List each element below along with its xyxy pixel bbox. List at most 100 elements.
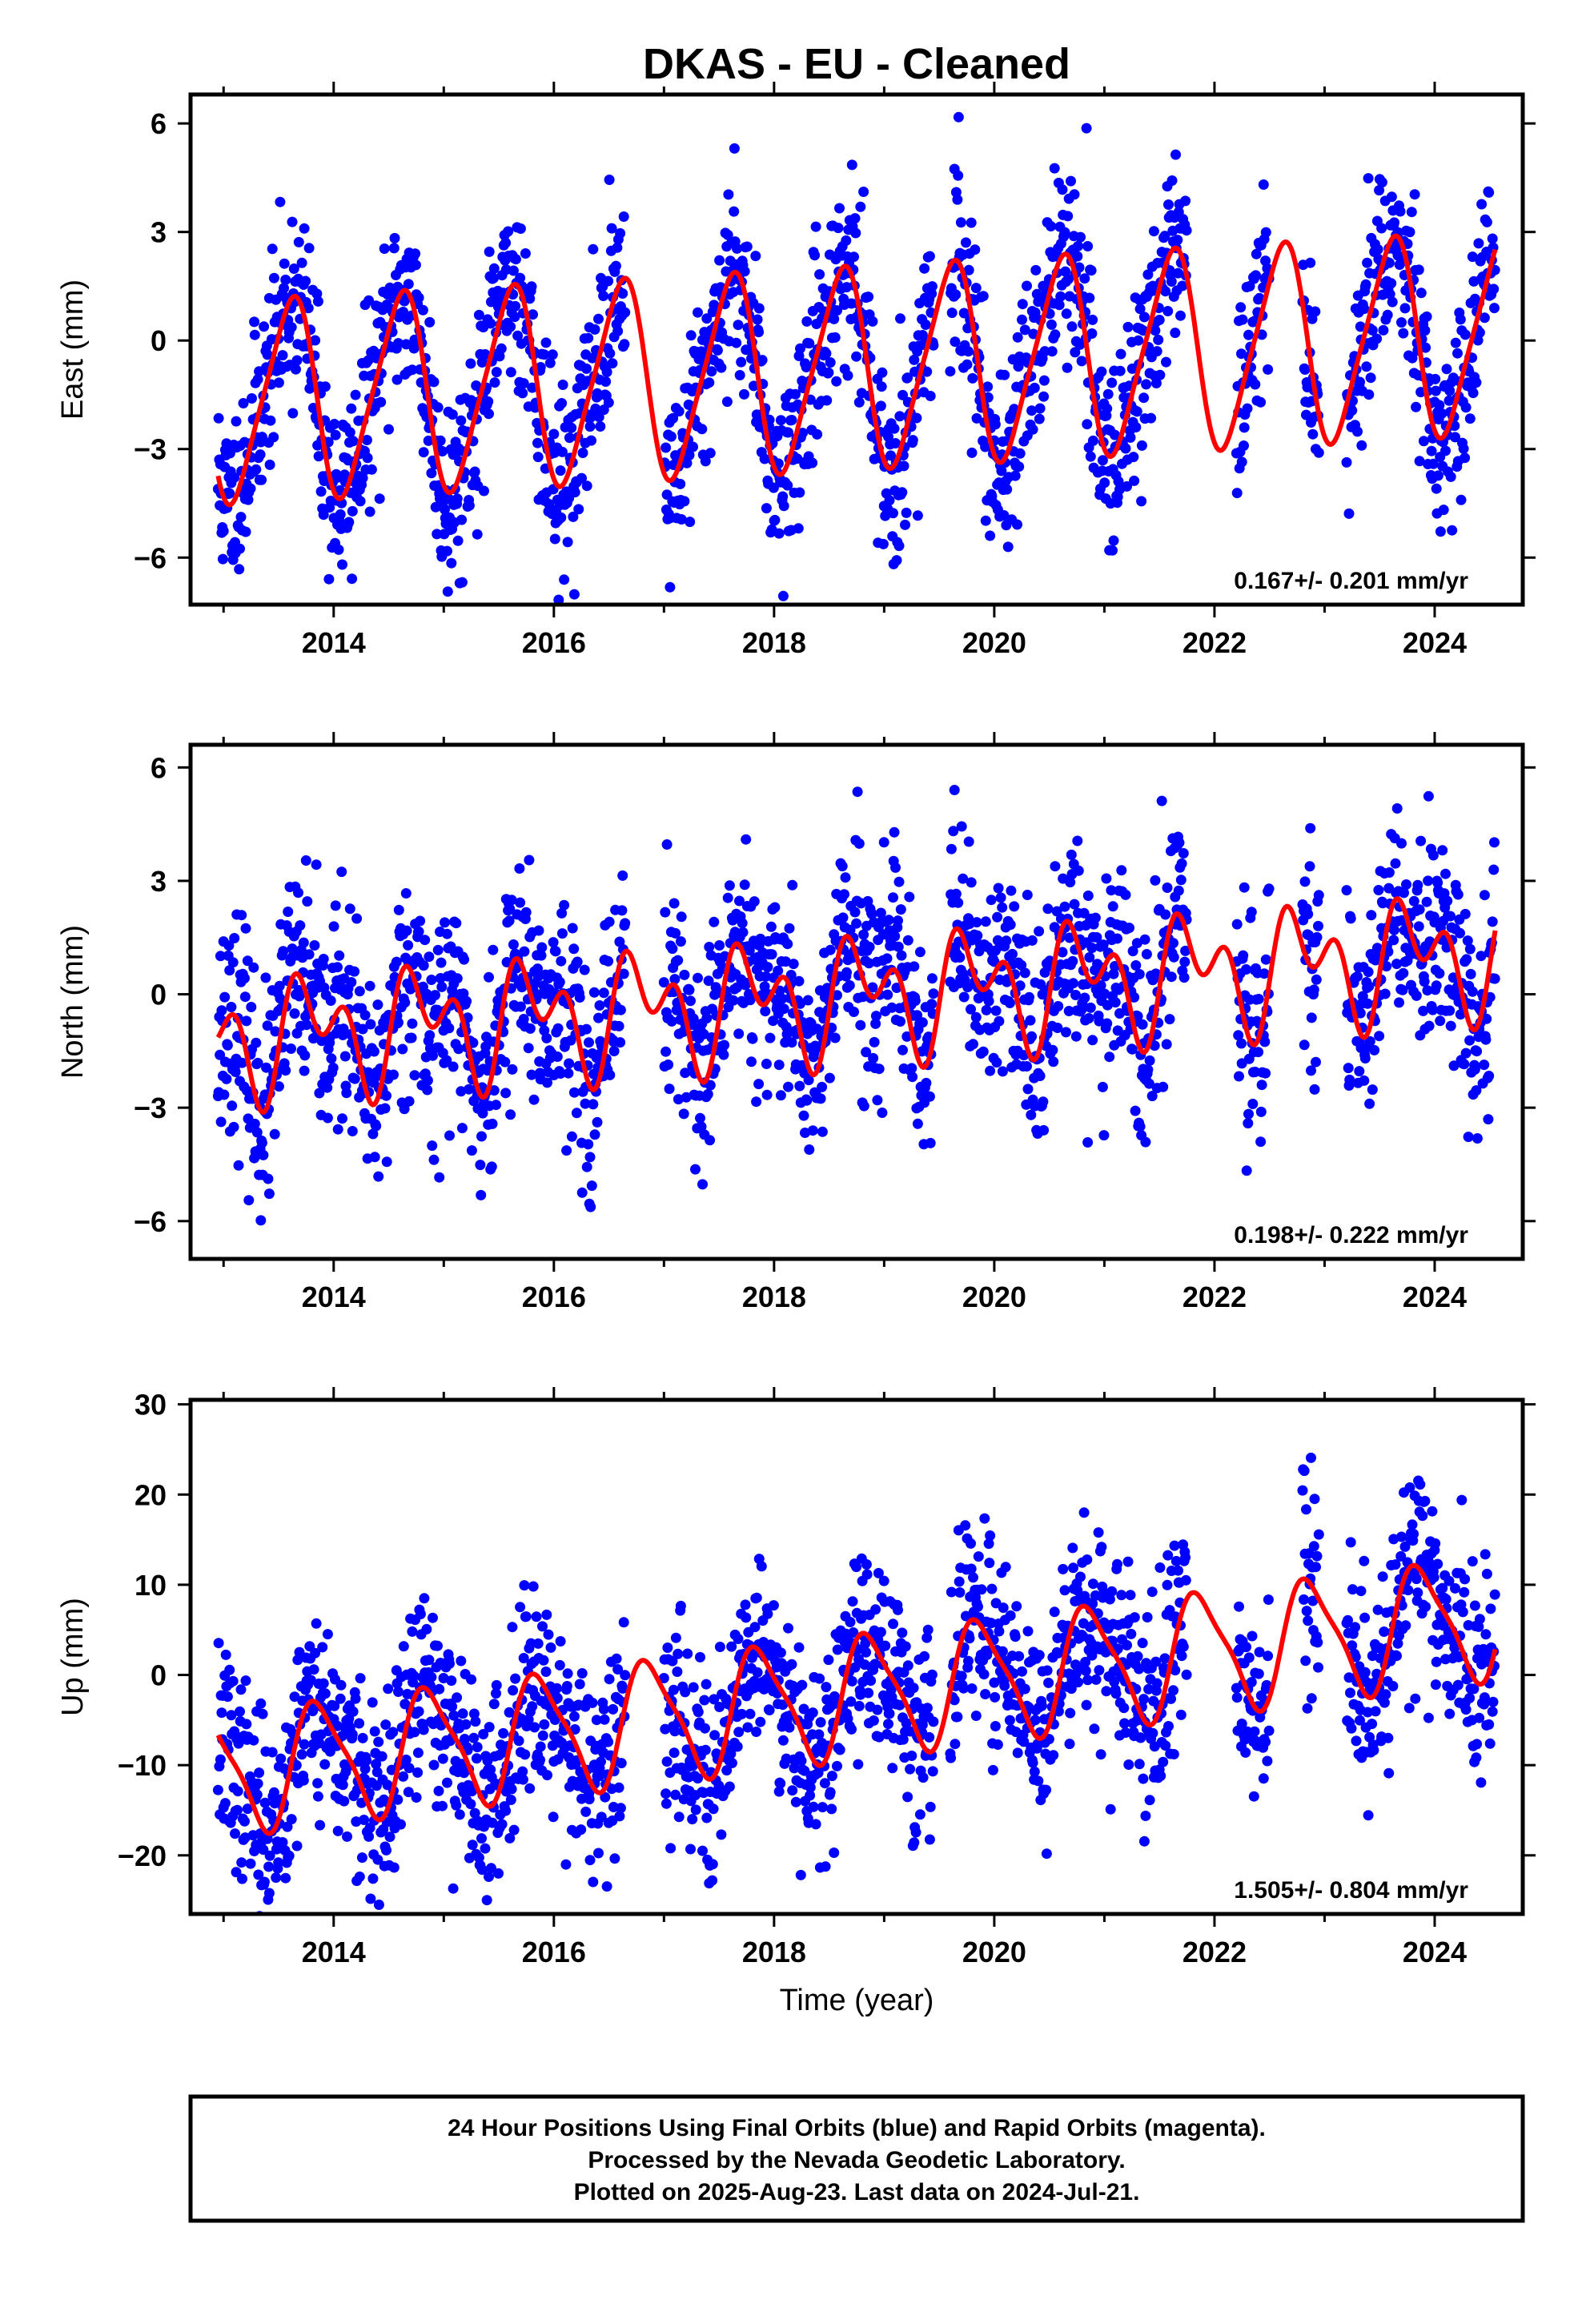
data-point (1025, 1015, 1036, 1026)
data-point (424, 951, 435, 963)
data-point (1162, 883, 1173, 893)
data-point (761, 503, 772, 514)
data-point (456, 1759, 468, 1770)
data-point (346, 403, 357, 414)
data-point (673, 1648, 684, 1659)
data-point (1460, 402, 1472, 413)
data-point (877, 1108, 888, 1118)
data-point (950, 289, 962, 300)
data-point (889, 423, 900, 434)
data-point (1418, 1005, 1429, 1016)
data-point (834, 203, 845, 214)
data-point (584, 1794, 595, 1805)
data-point (680, 1687, 691, 1698)
data-point (1142, 269, 1154, 280)
data-point (753, 303, 765, 314)
data-point (500, 1088, 512, 1099)
data-point (924, 1834, 935, 1845)
data-point (617, 1683, 628, 1694)
data-point (761, 971, 772, 982)
data-point (733, 1727, 745, 1738)
data-point (507, 1622, 518, 1633)
data-point (953, 170, 964, 181)
data-point (1166, 175, 1178, 186)
data-point (347, 1126, 358, 1136)
data-point (906, 1063, 917, 1074)
data-point (428, 1154, 440, 1165)
data-point (349, 966, 360, 977)
data-point (1369, 1044, 1380, 1055)
data-point (719, 1039, 730, 1051)
data-point (1367, 324, 1378, 336)
data-point (242, 955, 253, 967)
data-point (762, 1608, 773, 1619)
data-point (812, 428, 823, 440)
data-point (1474, 327, 1485, 338)
data-point (1427, 1004, 1439, 1015)
data-point (296, 257, 307, 268)
data-point (868, 1715, 879, 1726)
data-point (980, 441, 991, 452)
data-points (212, 785, 1500, 1226)
data-point (1170, 149, 1181, 160)
data-point (773, 965, 784, 976)
data-point (1344, 1074, 1355, 1085)
data-point (1341, 456, 1352, 468)
data-point (322, 1112, 333, 1124)
data-point (486, 1863, 496, 1874)
data-point (971, 917, 982, 928)
data-point (925, 1801, 936, 1812)
data-point (729, 143, 740, 154)
data-point (1131, 938, 1142, 949)
data-point (528, 1581, 539, 1592)
data-point (500, 1056, 511, 1068)
data-point (953, 111, 964, 123)
data-point (215, 1754, 226, 1765)
data-point (604, 1069, 616, 1080)
data-point (900, 1641, 911, 1652)
data-point (1034, 926, 1045, 937)
data-point (1435, 1015, 1446, 1027)
data-point (231, 416, 242, 427)
data-point (1009, 901, 1020, 912)
data-point (466, 1786, 477, 1797)
data-point (998, 510, 1010, 521)
data-point (510, 254, 521, 265)
data-point (675, 478, 686, 489)
data-point (823, 367, 834, 378)
data-point (215, 1049, 226, 1060)
data-point (869, 1036, 880, 1047)
data-point (594, 1000, 605, 1011)
x-tick-label: 2022 (1182, 1281, 1247, 1313)
data-point (1472, 335, 1484, 346)
data-point (327, 1062, 339, 1073)
data-point (618, 1617, 629, 1628)
data-point (1156, 795, 1167, 806)
data-point (680, 1068, 691, 1079)
data-point (731, 337, 742, 348)
data-point (418, 960, 429, 971)
data-point (596, 1756, 606, 1767)
data-point (980, 916, 991, 927)
data-point (347, 436, 359, 447)
data-point (460, 1719, 472, 1730)
data-point (549, 1715, 560, 1725)
data-point (323, 573, 335, 585)
data-point (753, 327, 765, 338)
data-point (240, 526, 251, 537)
data-point (279, 258, 290, 269)
y-tick-label: −3 (134, 433, 167, 466)
data-point (675, 1600, 686, 1611)
data-point (259, 1876, 270, 1888)
data-point (709, 1730, 721, 1741)
data-point (373, 1736, 384, 1747)
data-point (832, 1760, 842, 1771)
data-point (985, 1065, 996, 1076)
data-point (924, 1091, 935, 1102)
data-point (1445, 471, 1456, 482)
data-point (242, 1803, 253, 1815)
data-point (978, 1669, 990, 1680)
data-point (1097, 455, 1108, 466)
data-point (794, 1080, 805, 1092)
data-point (517, 388, 528, 399)
